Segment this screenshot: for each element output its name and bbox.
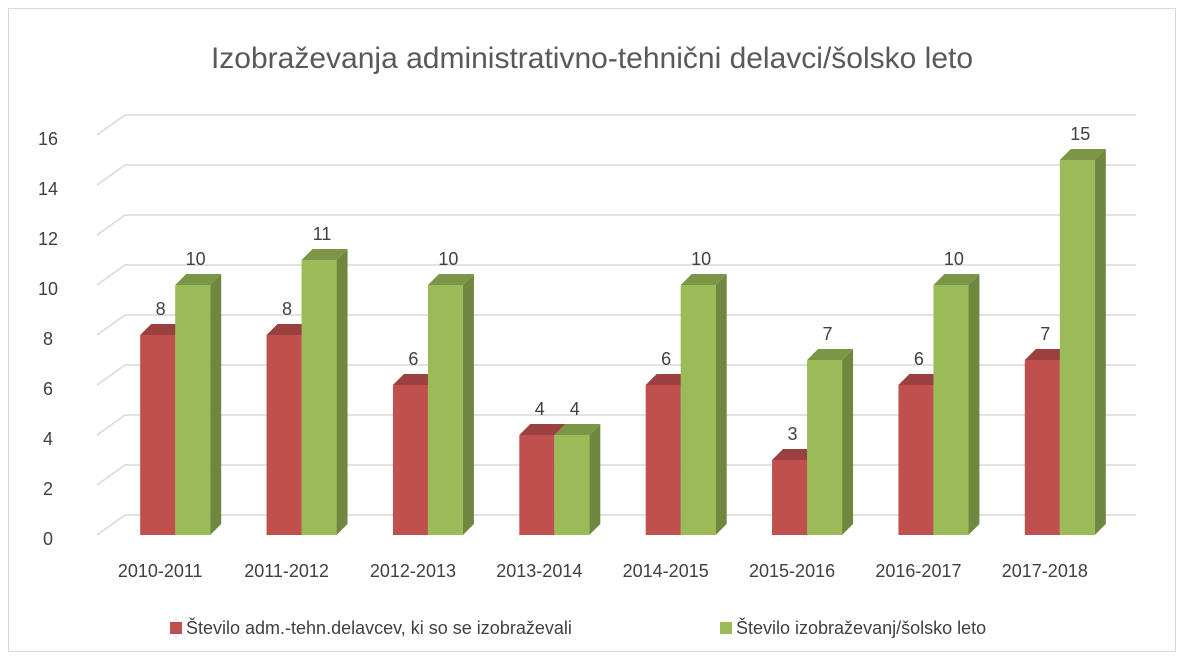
legend-swatch — [170, 622, 182, 634]
x-tick-label: 2014-2015 — [623, 561, 709, 581]
data-label: 10 — [691, 249, 711, 269]
x-tick-label: 2013-2014 — [496, 561, 582, 581]
bar — [175, 274, 222, 535]
bar-top — [933, 274, 980, 285]
legend-label: Število adm.-tehn.delavcev, ki so se izo… — [186, 617, 572, 638]
bar-top — [427, 274, 474, 285]
legend-swatch — [720, 622, 732, 634]
bar-front — [266, 335, 302, 535]
chart-title: Izobraževanja administrativno-tehnični d… — [211, 42, 973, 75]
bar-top — [680, 274, 727, 285]
bar-front — [807, 360, 843, 535]
bar — [807, 349, 854, 535]
y-tick-label: 10 — [38, 279, 58, 299]
bar-top — [175, 274, 222, 285]
bar-side — [210, 274, 222, 535]
bar — [933, 274, 980, 535]
data-label: 8 — [156, 299, 166, 319]
data-label: 6 — [914, 349, 924, 369]
bar-top — [301, 249, 348, 260]
grid-line — [96, 114, 1136, 136]
bar-side — [842, 349, 854, 535]
data-label: 6 — [408, 349, 418, 369]
bar-top — [519, 424, 566, 435]
bar-top — [392, 374, 439, 385]
bar-side — [1094, 149, 1106, 535]
bar-front — [680, 285, 716, 535]
data-label: 4 — [570, 399, 580, 419]
bar-top — [266, 324, 313, 335]
grid-line — [96, 364, 1136, 386]
bar-front — [1024, 360, 1060, 535]
bar-front — [898, 385, 934, 535]
legend-label: Število izobraževanj/šolsko leto — [736, 617, 986, 638]
bar-front — [772, 460, 808, 535]
bar-front — [427, 285, 463, 535]
data-label: 10 — [438, 249, 458, 269]
bar-top — [772, 449, 819, 460]
data-label: 10 — [944, 249, 964, 269]
data-label: 10 — [186, 249, 206, 269]
y-tick-label: 0 — [43, 529, 53, 549]
x-tick-label: 2015-2016 — [749, 561, 835, 581]
y-tick-label: 14 — [38, 179, 58, 199]
x-tick-label: 2011-2012 — [244, 561, 329, 581]
bar — [301, 249, 348, 535]
data-label: 4 — [535, 399, 545, 419]
bar-front — [175, 285, 211, 535]
bar-front — [301, 260, 337, 535]
bar-front — [933, 285, 969, 535]
grid-line — [96, 214, 1136, 236]
x-tick-label: 2016-2017 — [875, 561, 961, 581]
data-label: 7 — [1040, 324, 1050, 344]
data-label: 3 — [788, 424, 798, 444]
bar-side — [968, 274, 980, 535]
y-tick-label: 8 — [43, 329, 53, 349]
bar-front — [1059, 160, 1095, 535]
bar-front — [554, 435, 590, 535]
bar-front — [140, 335, 176, 535]
data-label: 11 — [313, 224, 332, 244]
grid-line — [96, 264, 1136, 286]
data-label: 8 — [282, 299, 292, 319]
bar-front — [392, 385, 428, 535]
bar-top — [1024, 349, 1071, 360]
bar-side — [462, 274, 474, 535]
data-label: 7 — [823, 324, 833, 344]
bar-top — [898, 374, 945, 385]
bar — [680, 274, 727, 535]
x-tick-label: 2012-2013 — [370, 561, 456, 581]
y-tick-label: 16 — [38, 129, 58, 149]
bar-top — [140, 324, 187, 335]
grid-line — [96, 314, 1136, 336]
x-tick-label: 2010-2011 — [118, 561, 203, 581]
bar-top — [554, 424, 601, 435]
bar-top — [1059, 149, 1106, 160]
bar-top — [645, 374, 692, 385]
bar-side — [715, 274, 727, 535]
bar-top — [807, 349, 854, 360]
bar — [1059, 149, 1106, 535]
y-tick-label: 2 — [43, 479, 53, 499]
bar-front — [645, 385, 681, 535]
y-tick-label: 6 — [43, 379, 53, 399]
grid-line — [96, 164, 1136, 186]
bar-front — [519, 435, 555, 535]
data-label: 6 — [661, 349, 671, 369]
y-tick-label: 12 — [38, 229, 58, 249]
bar — [427, 274, 474, 535]
grid-line — [96, 414, 1136, 436]
data-label: 15 — [1070, 124, 1090, 144]
bar — [554, 424, 601, 535]
bar-side — [589, 424, 601, 535]
y-tick-label: 4 — [43, 429, 53, 449]
bar-side — [336, 249, 348, 535]
x-tick-label: 2017-2018 — [1002, 561, 1088, 581]
